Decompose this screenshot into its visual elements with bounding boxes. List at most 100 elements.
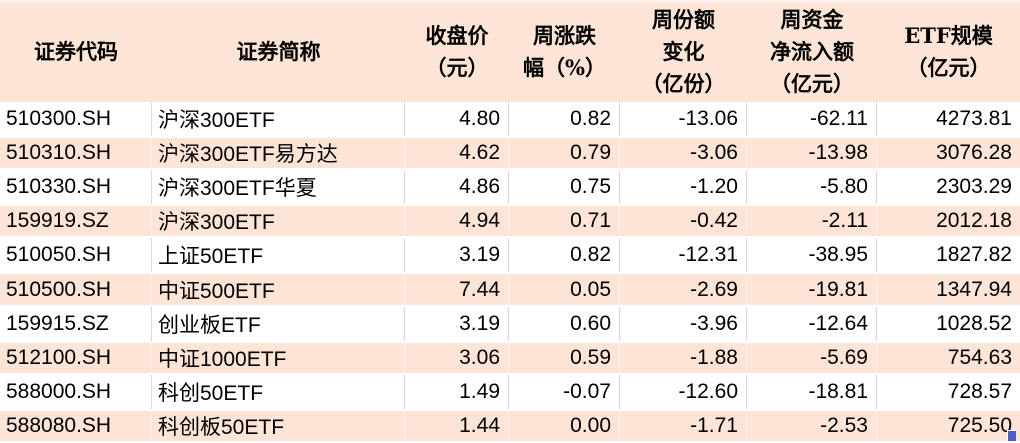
cell-security-name[interactable]: 中证1000ETF [152,342,405,373]
cell-weekly-change[interactable]: -0.07 [509,374,620,409]
cell-close-price[interactable]: 1.44 [405,410,509,441]
cell-security-name[interactable]: 沪深300ETF易方达 [152,138,405,169]
cell-close-price[interactable]: 3.19 [405,238,509,273]
header-weekly-change[interactable]: 周涨跌 幅（%） [509,2,620,102]
cell-security-code[interactable]: 510500.SH [0,274,152,305]
cell-net-inflow[interactable]: -5.69 [747,342,877,373]
cell-weekly-change[interactable]: 0.05 [509,274,620,305]
cell-net-inflow[interactable]: -13.98 [747,138,877,169]
cell-share-change[interactable]: -3.06 [620,138,747,169]
cell-security-code[interactable]: 588080.SH [0,410,152,441]
cell-weekly-change[interactable]: 0.00 [509,410,620,441]
cell-security-name[interactable]: 沪深300ETF [152,102,405,137]
cell-security-code[interactable]: 588000.SH [0,374,152,409]
cell-security-code[interactable]: 510310.SH [0,138,152,169]
cell-security-code[interactable]: 159915.SZ [0,306,152,341]
cell-net-inflow[interactable]: -2.11 [747,206,877,237]
cell-etf-scale[interactable]: 725.50 [947,413,1012,437]
cell-share-change[interactable]: -3.96 [620,306,747,341]
cell-share-change[interactable]: -1.71 [620,410,747,441]
cell-close-price[interactable]: 4.86 [405,170,509,205]
cell-etf-scale[interactable]: 3076.28 [936,141,1012,165]
cell-weekly-change[interactable]: 0.75 [509,170,620,205]
cell-close-price[interactable]: 4.94 [405,206,509,237]
cell-share-change[interactable]: -12.60 [620,374,747,409]
cell-close-price[interactable]: 1.49 [405,374,509,409]
header-label: 幅（%） [523,55,606,80]
cell-weekly-change[interactable]: 0.82 [509,238,620,273]
selection-fill-handle[interactable] [1007,430,1016,441]
cell-etf-scale[interactable]: 2012.18 [936,209,1012,233]
cell-security-name[interactable]: 科创板50ETF [152,410,405,441]
cell-share-change[interactable]: -2.69 [620,274,747,305]
cell-close-price[interactable]: 4.62 [405,138,509,169]
cell-security-name[interactable]: 沪深300ETF [152,206,405,237]
cell-share-change[interactable]: -1.88 [620,342,747,373]
table-row: 512100.SH 中证1000ETF 3.06 0.59 -1.88 -5.69 754.… [0,340,1020,375]
cell-security-code[interactable]: 510330.SH [0,170,152,205]
table-row: 159919.SZ 沪深300ETF 4.94 0.71 -0.42 -2.11 2012.… [0,204,1020,239]
cell-close-price[interactable]: 4.80 [405,102,509,137]
header-label: 周涨跌 [533,23,596,48]
cell-etf-scale[interactable]: 728.57 [947,379,1012,403]
header-security-code[interactable]: 证券代码 [0,2,152,102]
cell-security-code[interactable]: 159919.SZ [0,206,152,237]
cell-weekly-change[interactable]: 0.59 [509,342,620,373]
header-security-name[interactable]: 证券简称 [152,2,405,102]
table-row: 588000.SH 科创50ETF 1.49 -0.07 -12.60 -18.81 728… [0,374,1020,409]
table-row: 510310.SH 沪深300ETF易方达 4.62 0.79 -3.06 -13.98 3… [0,136,1020,171]
cell-share-change[interactable]: -0.42 [620,206,747,237]
cell-weekly-change[interactable]: 0.60 [509,306,620,341]
cell-close-price[interactable]: 3.19 [405,306,509,341]
cell-security-name[interactable]: 创业板ETF [152,306,405,341]
cell-close-price[interactable]: 3.06 [405,342,509,373]
header-label: （元） [425,55,489,80]
cell-net-inflow[interactable]: -18.81 [747,374,877,409]
header-label: （亿元） [770,71,854,96]
cell-etf-scale[interactable]: 1827.82 [936,243,1012,267]
header-label: 周资金 [780,7,844,32]
cell-net-inflow[interactable]: -62.11 [747,102,877,137]
cell-security-code[interactable]: 510050.SH [0,238,152,273]
cell-share-change[interactable]: -12.31 [620,238,747,273]
table-row: 510330.SH 沪深300ETF华夏 4.86 0.75 -1.20 -5.80 230… [0,170,1020,205]
cell-share-change[interactable]: -13.06 [620,102,747,137]
header-net-inflow[interactable]: 周资金 净流入额 （亿元） [747,2,877,102]
table-row: 510300.SH 沪深300ETF 4.80 0.82 -13.06 -62.11 427… [0,102,1020,137]
cell-weekly-change[interactable]: 0.82 [509,102,620,137]
cell-weekly-change[interactable]: 0.79 [509,138,620,169]
cell-etf-scale[interactable]: 1028.52 [936,311,1012,335]
cell-net-inflow[interactable]: -2.53 [747,410,877,441]
cell-net-inflow[interactable]: -12.64 [747,306,877,341]
header-label: 变化 [662,39,705,64]
cell-share-change[interactable]: -1.20 [620,170,747,205]
cell-net-inflow[interactable]: -19.81 [747,274,877,305]
cell-net-inflow[interactable]: -5.80 [747,170,877,205]
cell-etf-scale[interactable]: 1347.94 [936,277,1012,301]
cell-security-code[interactable]: 512100.SH [0,342,152,373]
cell-etf-scale[interactable]: 2303.29 [936,175,1012,199]
cell-security-name[interactable]: 科创50ETF [152,374,405,409]
cell-close-price[interactable]: 7.44 [405,274,509,305]
table-row: 510500.SH 中证500ETF 7.44 0.05 -2.69 -19.81 1347… [0,272,1020,307]
table-row: 159915.SZ 创业板ETF 3.19 0.60 -3.96 -12.64 1028.5… [0,306,1020,341]
cell-security-name[interactable]: 上证50ETF [152,238,405,273]
cell-etf-scale[interactable]: 4273.81 [936,107,1012,131]
header-label: 周份额 [652,7,715,32]
table-row: 510050.SH 上证50ETF 3.19 0.82 -12.31 -38.95 1827… [0,238,1020,273]
cell-security-code[interactable]: 510300.SH [0,102,152,137]
table-row: 588080.SH 科创板50ETF 1.44 0.00 -1.71 -2.53 725.5… [0,408,1020,443]
cell-weekly-change[interactable]: 0.71 [509,206,620,237]
header-label: 净流入额 [770,39,854,64]
header-share-change[interactable]: 周份额 变化 （亿份） [620,2,747,102]
header-etf-scale[interactable]: ETF规模 （亿元） [877,2,1020,102]
cell-etf-scale[interactable]: 754.63 [947,345,1012,369]
header-close-price[interactable]: 收盘价 （元） [405,2,509,102]
header-label: 证券简称 [236,39,321,64]
header-label: ETF规模 [904,23,993,48]
cell-net-inflow[interactable]: -38.95 [747,238,877,273]
cell-security-name[interactable]: 沪深300ETF华夏 [152,170,405,205]
header-label: 收盘价 [425,23,489,48]
cell-security-name[interactable]: 中证500ETF [152,274,405,305]
